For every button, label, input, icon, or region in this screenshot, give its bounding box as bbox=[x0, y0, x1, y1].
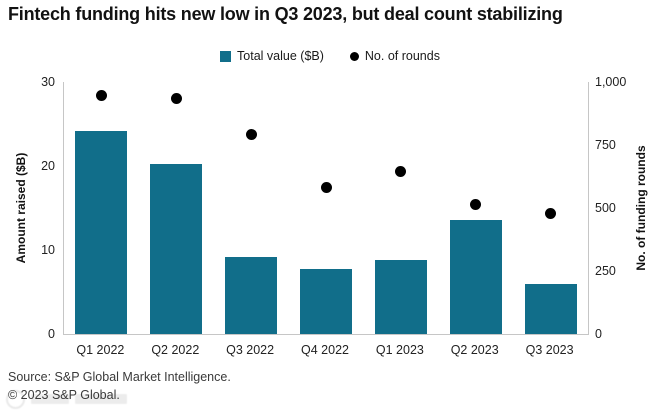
dot-q2-2023 bbox=[470, 198, 482, 210]
bar-q1-2023 bbox=[374, 260, 427, 334]
dot-series-swatch-icon bbox=[349, 51, 359, 61]
dot-q1-2022 bbox=[95, 90, 107, 102]
chart-title: Fintech funding hits new low in Q3 2023,… bbox=[8, 4, 563, 24]
x-axis-label-q4-2022: Q4 2022 bbox=[301, 343, 349, 357]
left-axis-title: Amount raised ($B) bbox=[14, 152, 28, 264]
legend-item-total-value: Total value ($B) bbox=[220, 49, 324, 63]
right-axis-tick: 250 bbox=[595, 264, 616, 278]
left-axis-tick: 20 bbox=[41, 159, 55, 173]
dot-q3-2022 bbox=[245, 129, 257, 141]
right-axis-tick: 750 bbox=[595, 138, 616, 152]
bar-q3-2023 bbox=[524, 284, 577, 334]
bar-q4-2022 bbox=[300, 268, 352, 334]
bar-q2-2023 bbox=[449, 219, 502, 334]
bar-q1-2022 bbox=[75, 130, 128, 334]
bar-q3-2022 bbox=[225, 256, 278, 334]
x-axis-label-q1-2023: Q1 2023 bbox=[375, 343, 424, 357]
plot-area bbox=[63, 82, 589, 335]
left-axis-tick: 30 bbox=[41, 75, 55, 89]
legend-item-rounds: No. of rounds bbox=[349, 49, 440, 63]
x-axis-label-q1-2022: Q1 2022 bbox=[76, 343, 125, 357]
dot-q1-2023 bbox=[395, 166, 407, 177]
dot-series-label: No. of rounds bbox=[364, 49, 440, 63]
left-axis-tick: 0 bbox=[48, 327, 55, 341]
right-axis-tick: 1,000 bbox=[595, 75, 627, 89]
right-axis-tick: 0 bbox=[595, 327, 602, 341]
right-axis-title: No. of funding rounds bbox=[634, 145, 648, 271]
copyright-note: © 2023 S&P Global. bbox=[8, 388, 120, 402]
dot-q4-2022 bbox=[320, 182, 332, 194]
x-axis-label-q2-2023: Q2 2023 bbox=[450, 343, 499, 357]
legend: Total value ($B) No. of rounds bbox=[0, 49, 660, 63]
x-axis-label-q3-2023: Q3 2023 bbox=[525, 343, 574, 357]
x-axis-label-q2-2022: Q2 2022 bbox=[151, 343, 200, 357]
source-note: Source: S&P Global Market Intelligence. bbox=[8, 370, 231, 384]
left-axis-tick: 10 bbox=[41, 243, 55, 257]
dot-q3-2023 bbox=[545, 207, 557, 219]
bar-q2-2022 bbox=[150, 163, 203, 334]
dot-q2-2022 bbox=[170, 92, 182, 104]
x-axis-label-q3-2022: Q3 2022 bbox=[226, 343, 275, 357]
right-axis-tick: 500 bbox=[595, 201, 616, 215]
bar-series-label: Total value ($B) bbox=[237, 49, 324, 63]
bar-series-swatch-icon bbox=[220, 50, 232, 62]
